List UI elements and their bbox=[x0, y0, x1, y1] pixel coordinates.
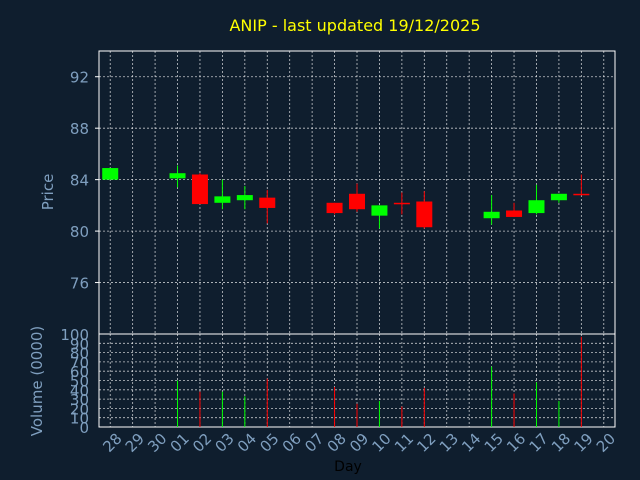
volume-y-tick-label: 90 bbox=[70, 335, 89, 353]
candle-body bbox=[506, 210, 523, 217]
price-y-tick-label: 80 bbox=[70, 223, 89, 241]
candles bbox=[102, 165, 590, 229]
price-y-tick-label: 76 bbox=[70, 275, 89, 293]
candle-body bbox=[326, 202, 343, 214]
volume-bars bbox=[177, 336, 582, 427]
volume-y-tick-label: 10 bbox=[70, 410, 89, 428]
candle-body bbox=[528, 200, 545, 214]
candle-body bbox=[550, 193, 567, 201]
price-y-label: Price bbox=[39, 174, 57, 211]
x-ticks: 2829300102030405060708091011121314151617… bbox=[99, 430, 619, 456]
volume-y-label: Volume (0000) bbox=[28, 326, 46, 436]
chart-title: ANIP - last updated 19/12/2025 bbox=[229, 16, 480, 35]
volume-y-tick-label: 0 bbox=[79, 419, 89, 437]
candle-body bbox=[102, 168, 119, 180]
volume-y-tick-label: 60 bbox=[70, 363, 89, 381]
price-y-ticks: 76 80 84 88 92 bbox=[70, 69, 99, 293]
candle-body bbox=[483, 211, 500, 219]
volume-y-tick-label: 40 bbox=[70, 382, 89, 400]
candle-body bbox=[236, 195, 253, 201]
volume-y-tick-label: 30 bbox=[70, 391, 89, 409]
price-y-tick-label: 88 bbox=[70, 120, 89, 138]
price-y-tick-label: 92 bbox=[70, 69, 89, 87]
x-tick-label: 20 bbox=[593, 430, 619, 456]
candle-body bbox=[169, 173, 186, 179]
volume-y-tick-label: 100 bbox=[60, 326, 89, 344]
volume-y-tick-label: 70 bbox=[70, 354, 89, 372]
x-axis-label: Day bbox=[334, 459, 362, 475]
candle-body bbox=[259, 197, 276, 208]
candle-body bbox=[191, 174, 208, 205]
volume-y-tick-label: 20 bbox=[70, 400, 89, 418]
candle-body bbox=[214, 196, 231, 203]
price-panel: 76 80 84 88 92 Price bbox=[39, 50, 616, 335]
volume-y-tick-label: 50 bbox=[70, 373, 89, 391]
candle-body bbox=[371, 205, 388, 216]
volume-y-tick-label: 80 bbox=[70, 345, 89, 363]
candle-body bbox=[393, 202, 410, 205]
candle-body bbox=[416, 201, 433, 228]
candle-body bbox=[349, 193, 365, 210]
price-y-tick-label: 84 bbox=[70, 172, 89, 190]
candle-body bbox=[573, 193, 590, 196]
